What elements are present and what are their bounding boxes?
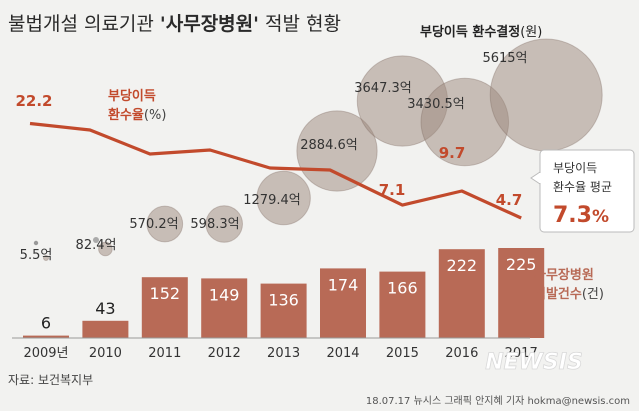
recovery-bubble [205,205,243,243]
recovery-bubbles [43,38,603,261]
bar-legend-line2: 적발건수(건) [534,286,604,302]
rate-value-label: 9.7 [439,144,466,162]
bar-value-label: 6 [41,314,51,333]
incident-bar [438,249,485,338]
bar-legend-line1: 사무장병원 [534,267,594,283]
rate-line [29,121,522,220]
average-value: 7.3% [553,203,609,228]
value-labels: 6 43 152 149 136 174 166 222 225 5.5억 82.4억 570.2억 5… [15,51,536,333]
incident-bar [260,283,307,338]
bar-value-label: 152 [150,284,181,303]
recovery-amount-label: 1279.4억 [243,193,300,208]
incident-bar [201,278,248,338]
recovery-bubble [256,170,311,226]
recovery-amount-label: 5.5억 [20,248,53,263]
x-tick-label: 2010 [89,346,122,361]
credit-line: 18.07.17 뉴시스 그래픽 안지혜 기자 hokma@newsis.com [366,395,630,407]
bar-legend-unit: (건) [582,287,604,302]
average-unit: % [592,207,609,227]
recovery-bubble [98,241,113,257]
x-tick-label: 2011 [148,346,181,361]
recovery-amount-label: 3430.5억 [407,97,464,112]
x-tick-label: 2017 [505,346,538,361]
x-tick-label: 2012 [208,346,241,361]
incident-bar [23,335,69,338]
average-line1: 부당이득 [553,161,597,175]
recovery-amount-label: 598.3억 [190,217,239,232]
bubble-legend-unit: (원) [520,25,542,40]
average-line2: 환수율 평균 [553,180,612,194]
recovery-rate-line [29,121,522,220]
rate-value-label: 22.2 [15,92,52,110]
x-tick-label: 2014 [326,346,359,361]
title-bold: '사무장병원' [160,13,259,35]
rate-legend-label: 환수율 [108,107,144,123]
rate-value-label: 7.1 [379,181,406,199]
chart-title: 불법개설 의료기관 '사무장병원' 적발 현황 [8,13,341,35]
newsis-watermark: NEWSIS [485,350,583,375]
rate-legend-unit: (%) [144,108,167,123]
incident-bar [498,248,545,338]
average-box [539,149,635,233]
title-plain: 불법개설 의료기관 [8,13,160,35]
incident-bar [320,268,366,338]
title-tail: 적발 현황 [259,13,341,35]
recovery-bubble [43,255,49,261]
bar-value-label: 149 [209,285,240,304]
bar-value-label: 225 [506,255,537,274]
source-note: 자료: 보건복지부 [8,373,93,387]
bar-legend-label: 적발건수 [534,286,582,302]
incident-bar [141,277,188,338]
average-number: 7.3 [553,203,592,228]
recovery-amount-label: 570.2억 [129,217,178,232]
average-box-pointer [530,171,541,185]
x-tick-label: 2013 [267,346,300,361]
small-bubble-marker [93,237,99,243]
bar-value-label: 222 [447,256,478,275]
bubble-legend: 부당이득 환수결정(원) [420,24,542,40]
x-tick-label: 2015 [386,346,419,361]
small-bubble-marker [33,240,39,246]
incident-bars [12,248,545,339]
bubble-legend-bold: 부당이득 환수결정 [420,24,520,40]
recovery-amount-label: 2884.6억 [300,138,357,153]
incident-bar [379,271,426,338]
rate-legend-line1: 부당이득 [108,88,156,104]
bar-value-label: 166 [387,279,418,298]
x-axis: 2009년 2010 2011 2012 2013 2014 2015 2016 2017 [23,346,537,361]
recovery-amount-label: 3647.3억 [354,81,411,96]
recovery-bubble [146,205,184,243]
x-tick-label: 2009년 [23,346,68,361]
recovery-amount-label: 5615억 [482,51,527,66]
rate-value-label: 4.7 [496,191,523,209]
bar-value-label: 43 [95,299,115,318]
recovery-amount-label: 82.4억 [76,238,117,253]
rate-legend-line2: 환수율(%) [108,107,166,123]
x-tick-label: 2016 [445,346,478,361]
bar-value-label: 174 [328,275,359,294]
incident-bar [82,320,129,338]
bar-value-label: 136 [268,291,299,310]
